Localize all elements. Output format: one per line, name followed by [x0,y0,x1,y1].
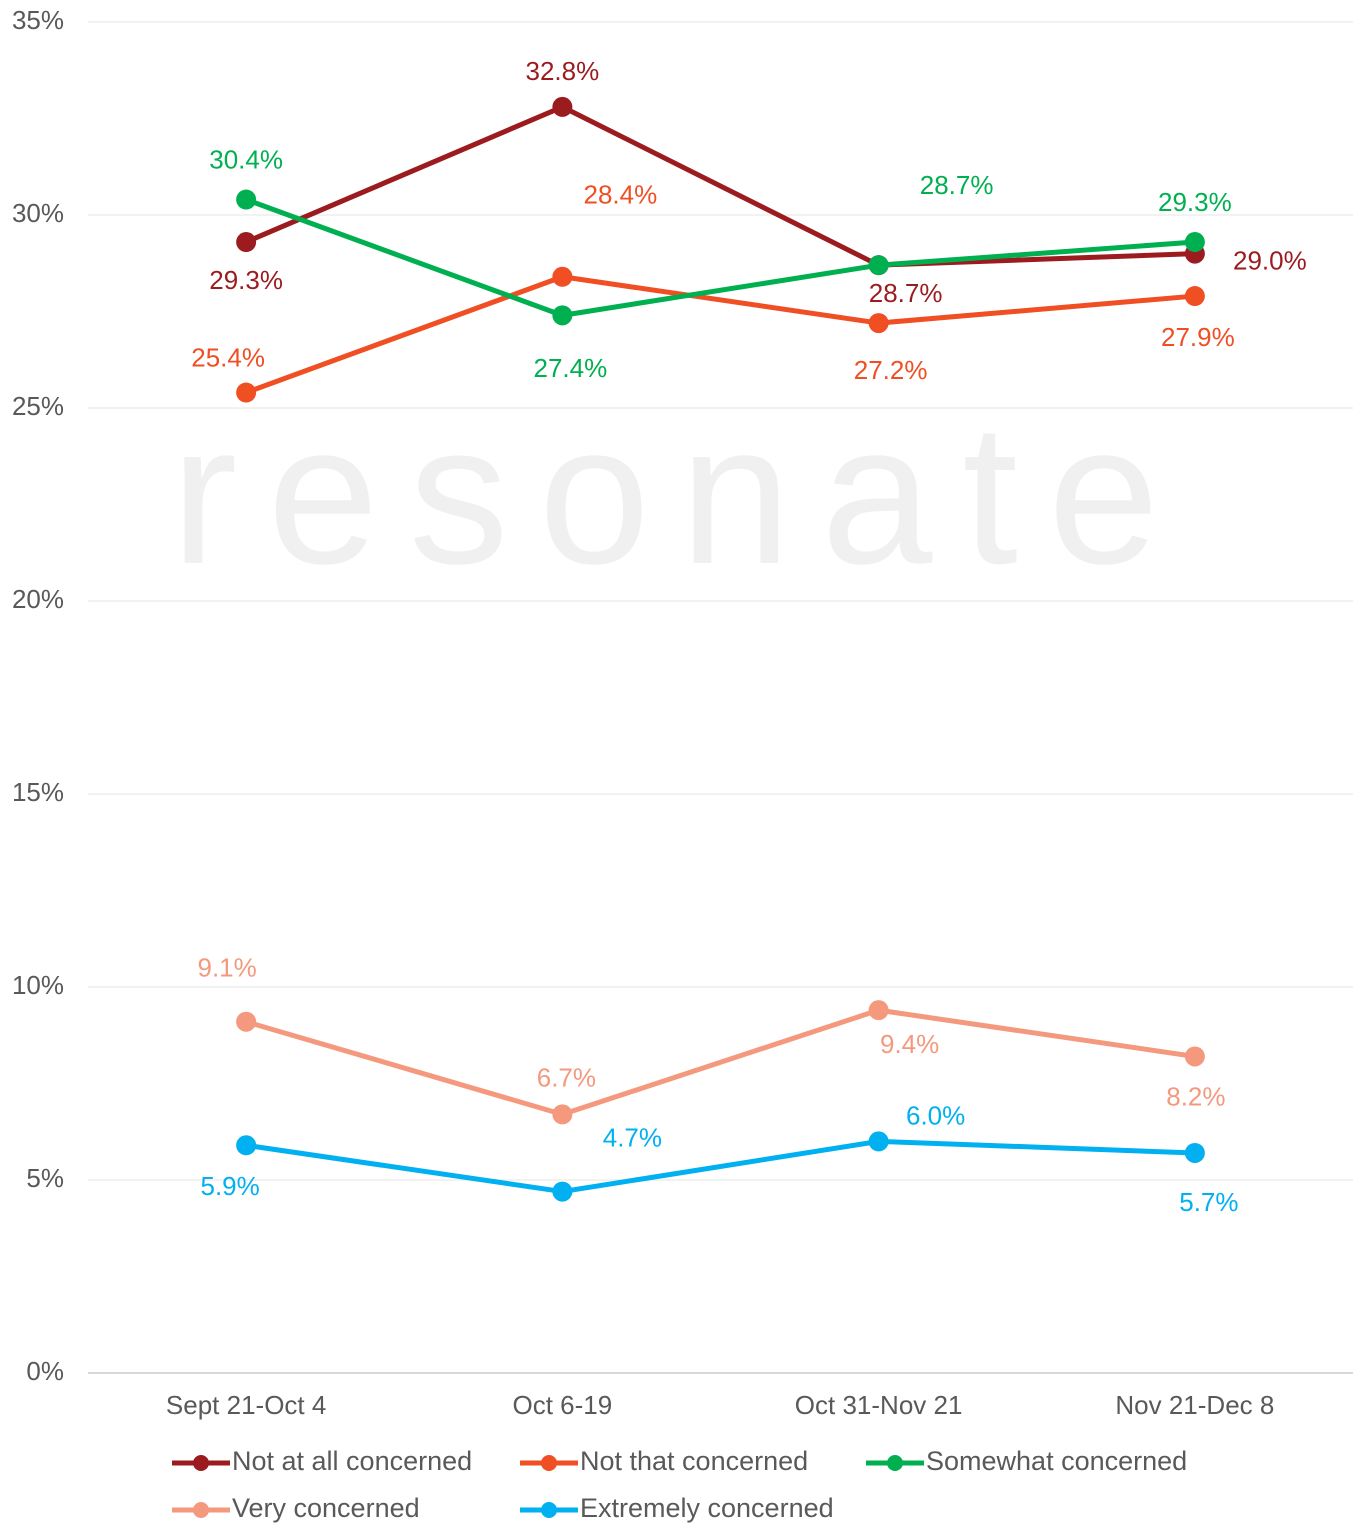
legend-label: Very concerned [232,1493,420,1523]
data-point [236,382,257,403]
legend-marker [193,1502,209,1518]
data-point [552,96,573,117]
data-label: 5.9% [200,1171,259,1201]
data-label: 9.1% [197,953,256,983]
data-point [552,1104,573,1125]
x-tick-label: Nov 21-Dec 8 [1115,1390,1274,1420]
legend-label: Not that concerned [580,1446,808,1476]
legend-marker [541,1502,557,1518]
data-label: 9.4% [880,1029,939,1059]
data-point [1184,286,1205,307]
y-tick-label: 5% [26,1163,64,1193]
legend-label: Somewhat concerned [926,1446,1187,1476]
data-point [236,1011,257,1032]
data-label: 5.7% [1179,1187,1238,1217]
data-label: 29.3% [209,265,283,295]
data-point [552,1181,573,1202]
legend-label: Not at all concerned [232,1446,472,1476]
data-point [236,189,257,210]
data-point [868,1131,889,1152]
data-point [236,232,257,253]
data-point [868,313,889,334]
series-line [245,197,1196,318]
y-tick-label: 10% [12,970,64,1000]
data-point [868,1000,889,1021]
y-tick-label: 30% [12,198,64,228]
legend-marker [193,1455,209,1471]
data-label: 30.4% [209,144,283,174]
y-tick-label: 0% [26,1356,64,1386]
data-label: 28.7% [920,170,994,200]
data-label: 4.7% [603,1122,662,1152]
y-tick-label: 15% [12,777,64,807]
data-point [868,255,889,276]
x-tick-label: Oct 31-Nov 21 [795,1390,963,1420]
data-label: 28.4% [584,180,658,210]
series-line [245,104,1195,268]
legend-label: Extremely concerned [580,1493,834,1523]
legend-marker [541,1455,557,1471]
data-label: 6.7% [537,1062,596,1092]
data-point [552,266,573,287]
data-point [1184,1142,1205,1163]
y-tick-label: 25% [12,391,64,421]
series-line [245,274,1196,395]
series-line [245,1007,1196,1117]
data-label: 8.2% [1166,1081,1225,1111]
y-tick-label: 20% [12,584,64,614]
series-line [245,1138,1195,1195]
data-point [236,1135,257,1156]
data-label: 27.2% [854,355,928,385]
y-tick-label: 35% [12,5,64,35]
x-tick-label: Oct 6-19 [513,1390,613,1420]
data-label: 27.4% [534,353,608,383]
x-tick-label: Sept 21-Oct 4 [166,1390,326,1420]
data-point [552,305,573,326]
legend-marker [887,1455,903,1471]
data-label: 27.9% [1161,322,1235,352]
data-label: 25.4% [191,342,265,372]
watermark: resonate [171,383,1189,606]
data-label: 29.0% [1233,245,1307,275]
data-label: 29.3% [1158,187,1232,217]
data-label: 32.8% [526,56,600,86]
data-point [1184,1046,1205,1067]
data-label: 6.0% [906,1100,965,1130]
data-label: 28.7% [869,278,943,308]
data-point [1184,232,1205,253]
